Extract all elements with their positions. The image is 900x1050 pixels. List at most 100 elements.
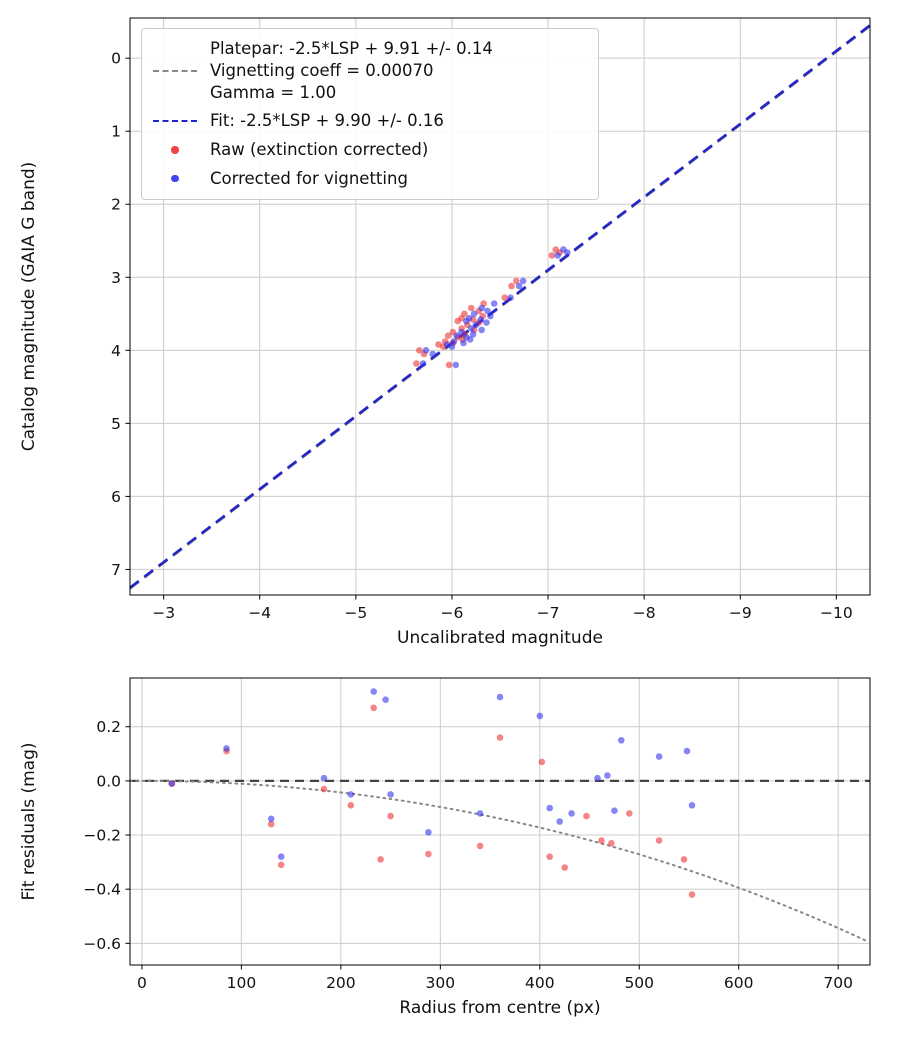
svg-text:500: 500: [624, 974, 654, 992]
data-point: [466, 336, 474, 343]
data-point: [483, 319, 490, 326]
data-point: [554, 252, 561, 259]
svg-text:300: 300: [426, 974, 456, 992]
data-point: [377, 856, 384, 863]
data-point: [598, 837, 605, 844]
fit-residuals-chart: 0 100 200 300 400 500 600 700 0.2 0.0 −0.2 −0.4 −0.6…: [19, 677, 871, 1018]
data-point: [688, 891, 696, 898]
svg-text:−10: −10: [820, 604, 853, 622]
axes-frame: [129, 17, 871, 596]
svg-text:−5: −5: [344, 604, 367, 622]
x-axis-label: Radius from centre (px): [399, 998, 600, 1018]
data-point: [469, 331, 477, 338]
svg-text:7: 7: [111, 561, 121, 579]
data-point: [608, 839, 615, 847]
platepar-dashed-line-sample: [152, 69, 198, 72]
data-point: [429, 350, 437, 358]
legend-label-platepar: Platepar: -2.5*LSP + 9.91 +/- 0.14 Vigne…: [210, 39, 493, 102]
svg-text:0.0: 0.0: [96, 772, 121, 790]
gridlines: [130, 678, 870, 965]
data-point: [568, 810, 575, 817]
data-point: [422, 347, 430, 354]
data-point: [454, 317, 462, 325]
tick-marks: [125, 726, 839, 970]
tick-labels: 0 100 200 300 400 500 600 700 0.2 0.0 −0.2 −0.4 −0.6: [83, 718, 853, 992]
data-point: [556, 818, 563, 825]
data-point: [413, 360, 420, 367]
svg-text:3: 3: [111, 269, 121, 287]
data-point: [419, 360, 427, 367]
fit-line: [129, 24, 871, 589]
data-point: [564, 249, 571, 256]
data-point: [515, 282, 523, 290]
data-point: [452, 361, 460, 369]
data-point: [490, 300, 498, 307]
svg-text:−0.2: −0.2: [83, 827, 121, 845]
svg-text:−0.4: −0.4: [83, 881, 121, 899]
vignetting-model-curve: [129, 779, 867, 942]
data-point: [467, 304, 475, 312]
data-point: [267, 815, 275, 823]
data-point: [467, 325, 475, 332]
data-point: [536, 712, 544, 720]
data-point: [683, 747, 691, 755]
data-point: [347, 802, 355, 809]
data-point: [425, 829, 432, 836]
data-point: [478, 304, 486, 312]
x-axis-label: Uncalibrated magnitude: [397, 628, 603, 648]
data-point: [548, 252, 556, 259]
data-point: [168, 780, 176, 787]
data-point: [626, 810, 633, 817]
legend: Platepar: -2.5*LSP + 9.91 +/- 0.14 Vigne…: [141, 28, 599, 200]
data-point: [387, 791, 394, 798]
tick-labels: −3 −4 −5 −6 −7 −8 −9 −10 0 1 2 3 4 5 6 7: [111, 50, 853, 622]
tick-marks: [125, 57, 837, 600]
data-point: [382, 696, 389, 703]
data-point: [470, 310, 478, 318]
data-point: [487, 312, 494, 320]
svg-text:1: 1: [111, 123, 121, 141]
data-point: [458, 328, 465, 336]
series-corrected: [419, 246, 571, 369]
legend-entry-platepar: Platepar: -2.5*LSP + 9.91 +/- 0.14 Vigne…: [152, 38, 584, 103]
data-point: [519, 277, 527, 285]
data-point: [425, 850, 432, 858]
corrected-marker-sample: [152, 174, 198, 183]
svg-text:−6: −6: [441, 604, 464, 622]
axes-frame: [129, 677, 871, 966]
svg-text:100: 100: [227, 974, 257, 992]
data-point: [370, 688, 378, 695]
data-point: [546, 853, 553, 860]
svg-text:−7: −7: [537, 604, 560, 622]
svg-text:6: 6: [111, 488, 121, 506]
data-point: [501, 294, 509, 302]
svg-text:200: 200: [326, 974, 356, 992]
magnitude-calibration-chart: −3 −4 −5 −6 −7 −8 −9 −10 0 1 2 3 4 5 6 7 Uncalibrated ma…: [19, 17, 871, 648]
series-corrected: [168, 688, 696, 860]
gridlines: [130, 18, 870, 595]
data-point: [277, 861, 285, 869]
data-point: [655, 753, 663, 760]
svg-text:0: 0: [111, 50, 121, 68]
data-point: [347, 791, 355, 798]
data-point: [496, 734, 504, 741]
data-point: [472, 321, 480, 329]
data-point: [320, 785, 328, 793]
data-point: [546, 804, 553, 812]
svg-text:−3: −3: [152, 604, 175, 622]
data-point: [507, 294, 514, 302]
svg-text:−4: −4: [248, 604, 271, 622]
data-point: [496, 693, 504, 701]
data-point: [513, 277, 520, 285]
data-point: [618, 737, 625, 744]
legend-entry-fit: Fit: -2.5*LSP + 9.90 +/- 0.16: [152, 110, 584, 132]
data-point: [583, 812, 590, 820]
data-point: [538, 758, 546, 766]
data-point: [387, 812, 394, 820]
svg-text:−0.6: −0.6: [83, 935, 121, 953]
data-point: [277, 853, 285, 860]
data-point: [611, 807, 618, 814]
data-point: [445, 361, 453, 369]
svg-text:0: 0: [137, 974, 147, 992]
